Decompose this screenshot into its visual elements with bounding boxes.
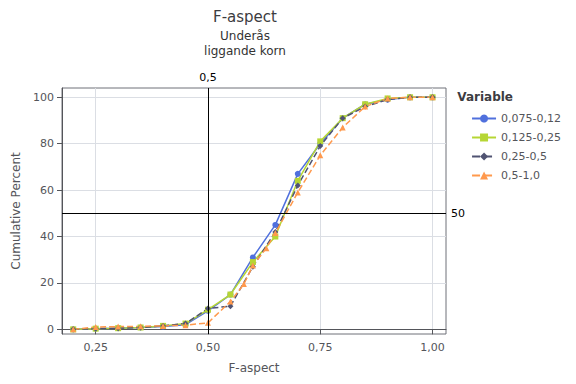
svg-text:Cumulative Percent: Cumulative Percent bbox=[9, 152, 23, 270]
svg-text:0,125-0,25: 0,125-0,25 bbox=[501, 131, 561, 144]
svg-text:F-aspect: F-aspect bbox=[228, 361, 279, 375]
svg-text:0,5-1,0: 0,5-1,0 bbox=[501, 169, 540, 182]
svg-text:0,25-0,5: 0,25-0,5 bbox=[501, 150, 547, 163]
svg-text:1,00: 1,00 bbox=[420, 341, 445, 354]
svg-text:Underås: Underås bbox=[220, 29, 270, 43]
svg-text:0,075-0,12: 0,075-0,12 bbox=[501, 112, 561, 125]
svg-text:0,50: 0,50 bbox=[196, 341, 221, 354]
svg-text:F-aspect: F-aspect bbox=[213, 8, 277, 26]
svg-text:0: 0 bbox=[47, 323, 54, 336]
svg-text:0,75: 0,75 bbox=[308, 341, 333, 354]
svg-text:20: 20 bbox=[40, 276, 54, 289]
svg-text:50: 50 bbox=[451, 207, 465, 220]
svg-text:0,25: 0,25 bbox=[83, 341, 108, 354]
svg-text:Variable: Variable bbox=[457, 90, 513, 104]
svg-text:80: 80 bbox=[40, 137, 54, 150]
svg-text:40: 40 bbox=[40, 230, 54, 243]
svg-text:liggande korn: liggande korn bbox=[204, 44, 286, 58]
svg-text:0,5: 0,5 bbox=[199, 71, 217, 84]
svg-text:100: 100 bbox=[33, 91, 54, 104]
svg-text:60: 60 bbox=[40, 184, 54, 197]
